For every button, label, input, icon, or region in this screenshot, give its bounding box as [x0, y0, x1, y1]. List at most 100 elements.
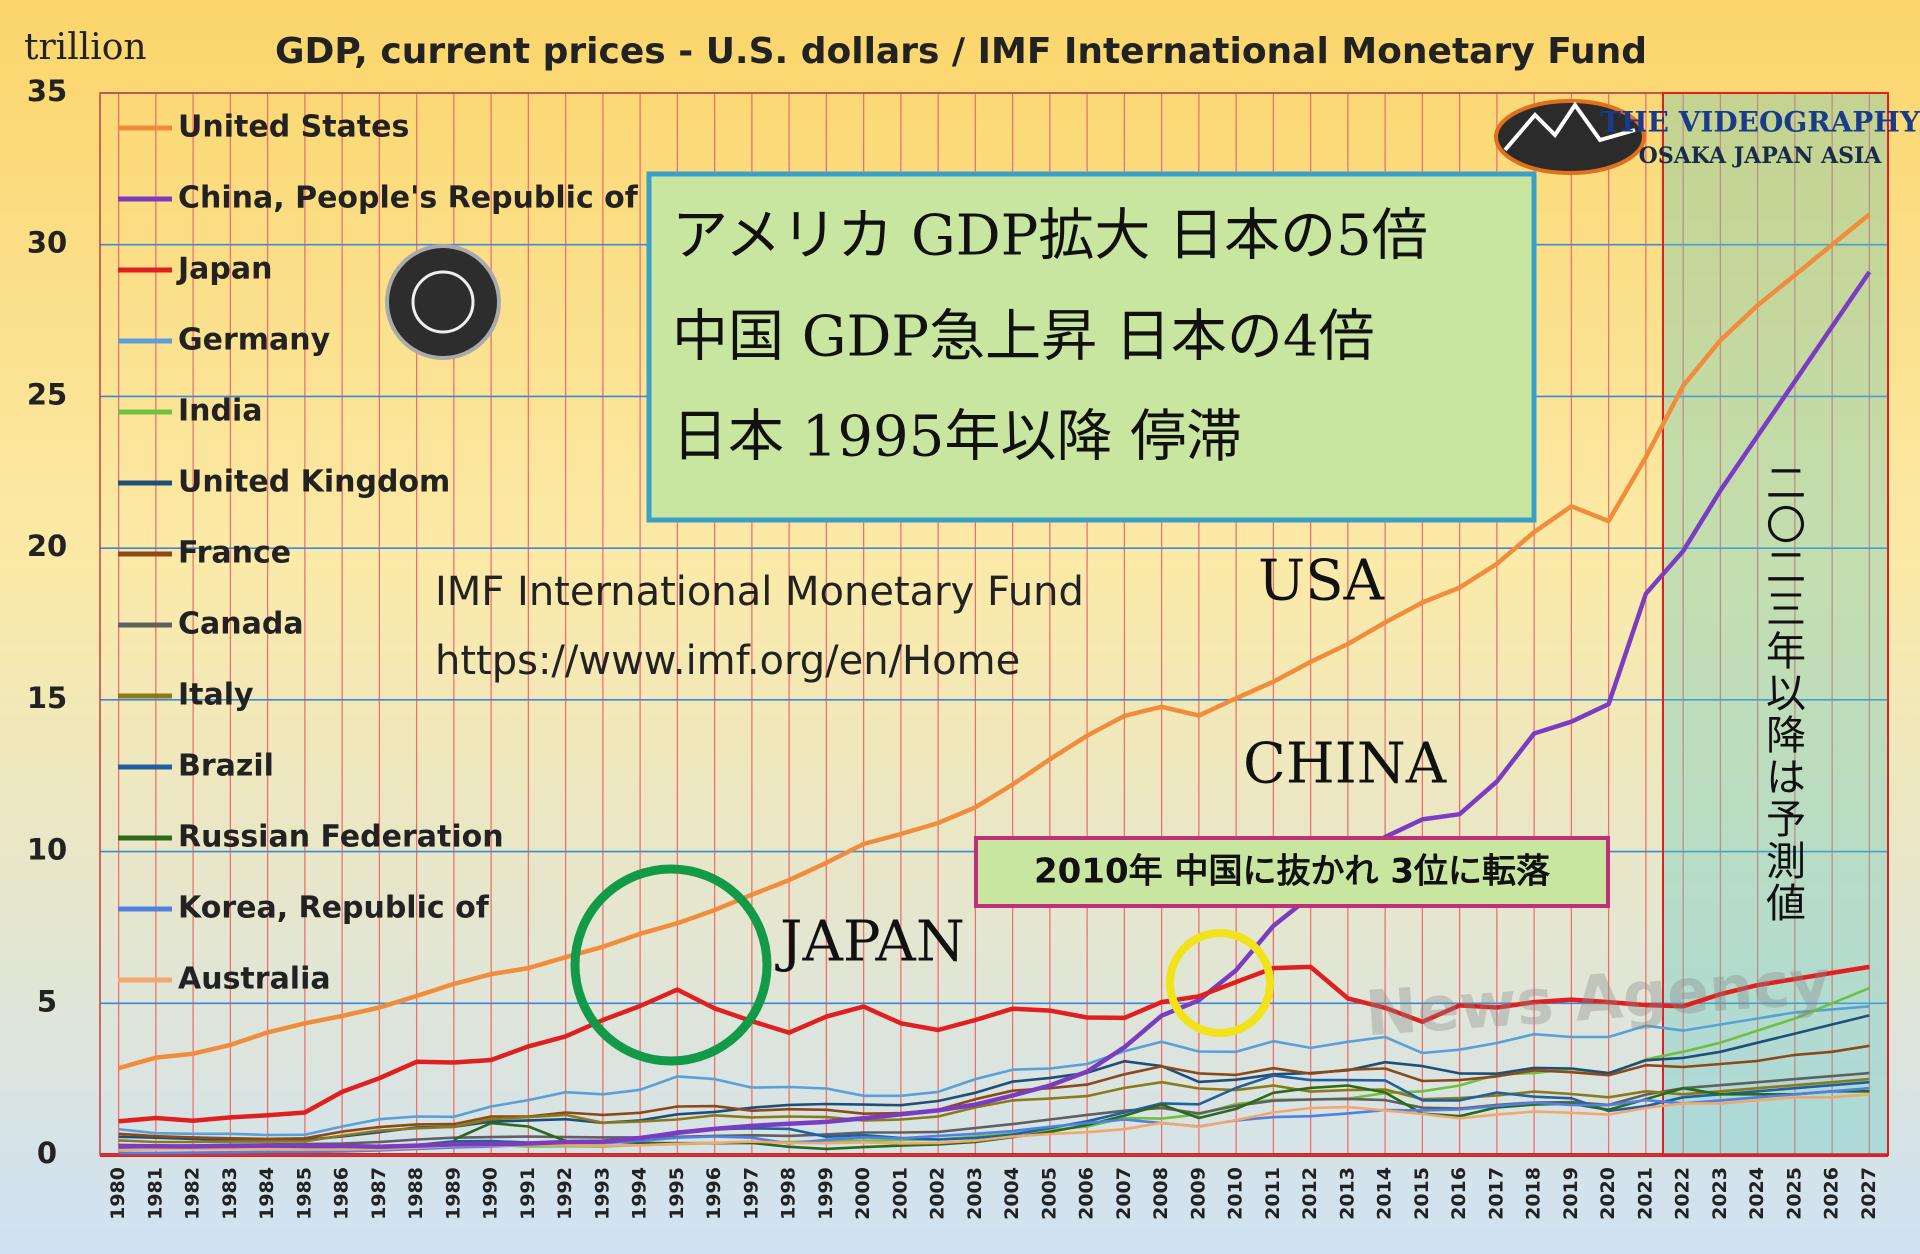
x-tick-label: 1993 — [591, 1167, 613, 1220]
series-line — [118, 270, 1872, 1150]
x-tick-label: 1995 — [666, 1167, 688, 1220]
legend-label: Germany — [178, 323, 331, 358]
legend-label: Canada — [178, 607, 304, 642]
series-line — [118, 964, 1870, 1124]
x-tick-label: 2000 — [852, 1167, 874, 1220]
forecast-region — [1662, 92, 1889, 1156]
x-tick-label: 2023 — [1709, 1167, 1731, 1220]
x-tick-label: 2004 — [1001, 1167, 1023, 1220]
news-logo-ring — [411, 270, 475, 334]
y-tick-label: 20 — [27, 529, 67, 563]
legend-label: Australia — [178, 962, 331, 997]
series-line — [118, 1005, 1870, 1137]
logo-mountains — [1503, 101, 1636, 152]
legend-label: Japan — [176, 252, 272, 287]
x-tick-label: 2012 — [1299, 1167, 1321, 1220]
legend-label: United States — [178, 110, 409, 145]
legend-label: France — [178, 536, 291, 571]
forecast-note: 二〇二三年以降は予測値 — [1759, 462, 1806, 924]
x-tick-label: 2026 — [1821, 1167, 1843, 1220]
x-tick-label: 2005 — [1038, 1167, 1060, 1220]
x-tick-label: 1988 — [405, 1167, 427, 1220]
x-tick-label: 2006 — [1076, 1167, 1098, 1220]
x-tick-label: 1986 — [331, 1167, 353, 1220]
x-tick-label: 1997 — [740, 1167, 762, 1220]
x-tick-label: 1981 — [144, 1167, 166, 1220]
x-tick-label: 2022 — [1672, 1167, 1694, 1220]
x-tick-label: 2021 — [1634, 1167, 1656, 1220]
x-tick-label: 1991 — [517, 1167, 539, 1220]
x-tick-label: 2014 — [1374, 1167, 1396, 1220]
y-tick-label: 15 — [27, 681, 67, 715]
x-tick-label: 2019 — [1560, 1167, 1582, 1220]
x-tick-label: 2013 — [1336, 1167, 1358, 1220]
china-label: CHINA — [1243, 732, 1447, 797]
y-axis-label: trillion — [24, 27, 147, 68]
legend-label: United Kingdom — [178, 465, 450, 500]
legend-label: Italy — [178, 678, 254, 713]
logo-subtitle: OSAKA JAPAN ASIA — [1639, 143, 1883, 169]
x-tick-label: 2020 — [1597, 1167, 1619, 1220]
x-tick-label: 2008 — [1150, 1167, 1172, 1220]
x-tick-label: 2002 — [927, 1167, 949, 1220]
legend-label: Korea, Republic of — [178, 891, 490, 926]
logo-title: THE VIDEOGRAPHY — [1600, 106, 1920, 139]
x-tick-label: 1985 — [293, 1167, 315, 1220]
source: IMF International Monetary Fund — [435, 569, 1084, 615]
highlight-circle — [570, 864, 772, 1066]
x-tick-label: 1996 — [703, 1167, 725, 1220]
annotation-box — [646, 171, 1537, 523]
x-tick-label: 2018 — [1523, 1167, 1545, 1220]
labels: 1980 1981 1982 1983 1984 1985 1986 1987 1988 1989… — [27, 74, 1880, 1220]
x-tick-label: 2011 — [1262, 1167, 1284, 1220]
y-tick-label: 0 — [37, 1136, 57, 1170]
legend-label: Brazil — [178, 749, 274, 784]
legend-label: China, People's Republic of — [178, 181, 639, 216]
series-line — [118, 1044, 1870, 1141]
annotation-line: 中国 GDP急上昇 日本の4倍 — [672, 305, 1375, 370]
legend-label: Russian Federation — [178, 820, 504, 855]
x-tick-label: 1983 — [219, 1167, 241, 1220]
x-tick-label: 1984 — [256, 1167, 278, 1220]
news-logo — [385, 244, 501, 360]
callout: 2010年 中国に抜かれ 3位に転落 — [1034, 852, 1551, 892]
x-tick-label: 2016 — [1448, 1167, 1470, 1220]
x-tick-label: 1992 — [554, 1167, 576, 1220]
x-tick-label: 1980 — [107, 1167, 129, 1220]
series-line — [117, 212, 1871, 1071]
x-tick-label: 1987 — [368, 1167, 390, 1220]
x-tick-label: 1982 — [182, 1167, 204, 1220]
series-line — [118, 1077, 1870, 1144]
x-tick-label: 2015 — [1411, 1167, 1433, 1220]
y-tick-label: 25 — [27, 377, 67, 411]
y-tick-label: 5 — [37, 984, 57, 1018]
x-tick-label: 1990 — [480, 1167, 502, 1220]
lines — [117, 212, 1872, 1155]
japan-label: JAPAN — [775, 910, 965, 975]
y-tick-label: 30 — [27, 226, 67, 260]
highlight-circle — [1166, 929, 1274, 1037]
annotation-line: アメリカ GDP拡大 日本の5倍 — [672, 204, 1428, 269]
y-tick-label: 35 — [27, 74, 67, 108]
x-tick-label: 2025 — [1783, 1167, 1805, 1220]
x-tick-label: 1994 — [629, 1167, 651, 1220]
y-tick-label: 10 — [27, 833, 67, 867]
x-tick-label: 2001 — [889, 1167, 911, 1220]
x-tick-label: 2024 — [1746, 1167, 1768, 1220]
series-line — [118, 1071, 1870, 1149]
callout-box — [974, 836, 1610, 908]
x-tick-label: 2007 — [1113, 1167, 1135, 1220]
source-url: https://www.imf.org/en/Home — [435, 638, 1020, 684]
x-tick-label: 2009 — [1187, 1167, 1209, 1220]
x-tick-label: 1999 — [815, 1167, 837, 1220]
legend-label: India — [178, 394, 263, 429]
x-tick-label: 2027 — [1858, 1167, 1880, 1220]
x-tick-label: 1989 — [442, 1167, 464, 1220]
x-tick-label: 1998 — [778, 1167, 800, 1220]
usa-label: USA — [1258, 549, 1385, 614]
x-tick-label: 2003 — [964, 1167, 986, 1220]
x-tick-label: 2010 — [1225, 1167, 1247, 1220]
x-tick-label: 2017 — [1485, 1167, 1507, 1220]
